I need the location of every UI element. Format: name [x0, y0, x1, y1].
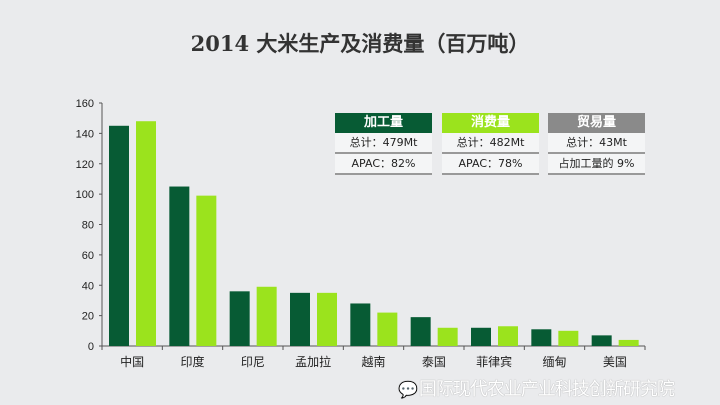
- bar-consumption: [558, 330, 579, 346]
- bar-processing: [531, 329, 552, 346]
- legend-total: 总计：43Mt: [548, 133, 645, 154]
- x-tick-label: 中国: [120, 354, 144, 369]
- bar-consumption: [437, 327, 458, 346]
- y-tick-label: 80: [82, 220, 94, 232]
- x-tick-label: 美国: [603, 355, 627, 369]
- y-tick-label: 20: [82, 311, 94, 323]
- bar-processing: [410, 317, 431, 346]
- bar-processing: [350, 303, 371, 346]
- y-tick-label: 140: [76, 128, 94, 140]
- watermark: 💬 国际现代农业产业科技创新研究院: [398, 378, 675, 402]
- bar-consumption: [618, 339, 639, 346]
- legend-header: 加工量: [335, 113, 432, 133]
- legend-box-consumption: 消费量 总计：482Mt APAC：78%: [442, 113, 539, 175]
- y-tick-label: 60: [82, 250, 94, 262]
- legend-box-processing: 加工量 总计：479Mt APAC：82%: [335, 113, 432, 175]
- bar-consumption: [377, 312, 398, 346]
- x-tick-label: 印尼: [241, 355, 265, 369]
- bar-processing: [591, 335, 612, 346]
- legend-apac: APAC：78%: [442, 154, 539, 175]
- bar-processing: [229, 291, 250, 346]
- bar-consumption: [136, 121, 156, 346]
- bar-consumption: [498, 326, 518, 346]
- x-tick-label: 菲律宾: [476, 354, 512, 369]
- x-tick-label: 越南: [361, 354, 385, 369]
- legend-header: 贸易量: [548, 113, 645, 133]
- y-tick-label: 40: [82, 280, 94, 292]
- legend-total: 总计：479Mt: [335, 133, 432, 154]
- legend-header: 消费量: [442, 113, 539, 133]
- legend-total: 总计：482Mt: [442, 133, 539, 154]
- y-tick-label: 120: [76, 159, 94, 171]
- wechat-icon: 💬: [398, 380, 418, 399]
- bar-consumption: [256, 286, 277, 346]
- chart-title: 2014 大米生产及消费量（百万吨）: [190, 31, 530, 56]
- bar-processing: [471, 327, 491, 346]
- legend-apac: APAC：82%: [335, 154, 432, 175]
- x-tick-label: 泰国: [422, 355, 446, 369]
- watermark-text: 国际现代农业产业科技创新研究院: [418, 379, 675, 400]
- legend-box-trade: 贸易量 总计：43Mt 占加工量的 9%: [548, 113, 645, 175]
- y-tick-label: 100: [76, 189, 94, 201]
- bar-processing: [109, 125, 129, 346]
- y-tick-label: 160: [76, 98, 94, 110]
- y-tick-label: 0: [88, 341, 94, 353]
- bar-consumption: [196, 195, 217, 346]
- bar-processing: [290, 292, 310, 346]
- x-tick-label: 印度: [180, 354, 204, 369]
- x-tick-label: 缅甸: [542, 355, 566, 369]
- bar-consumption: [317, 292, 337, 346]
- bar-processing: [169, 186, 190, 346]
- legend-share: 占加工量的 9%: [548, 154, 645, 175]
- x-tick-label: 孟加拉: [295, 354, 331, 369]
